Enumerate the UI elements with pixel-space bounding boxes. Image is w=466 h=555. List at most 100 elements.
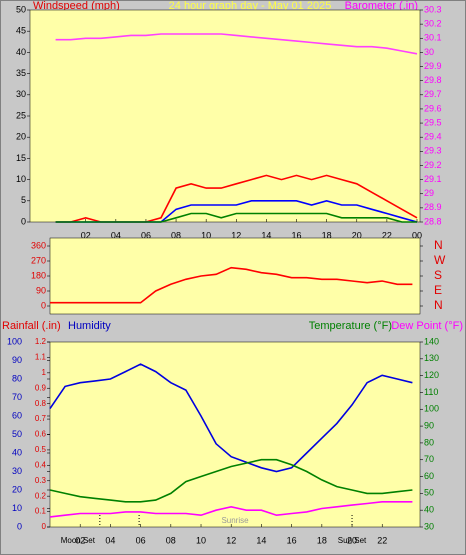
x-tick-label: 14 [261,230,271,240]
tick-label: 30.2 [424,19,442,29]
temperature-label: Temperature (°F) [309,320,392,332]
tick-label: 40 [12,447,22,457]
tick-label: 5 [21,195,26,205]
tick-label: 30 [12,466,22,476]
series-line [49,501,413,518]
tick-label: 30 [424,521,434,531]
tick-label: E [434,283,442,297]
tick-label: 50 [12,429,22,439]
windspeed-label: Windspeed (mph) [33,0,120,12]
tick-label: 180 [31,270,46,280]
tick-label: 10 [12,503,22,513]
tick-label: 130 [424,353,439,363]
x-tick-label: 20 [347,535,357,545]
tick-label: 90 [36,285,46,295]
tick-label: 29.3 [424,146,442,156]
tick-label: 45 [16,26,26,36]
tick-label: 90 [12,355,22,365]
x-tick-label: 22 [377,535,387,545]
tick-label: 1.1 [35,353,47,362]
plot-area [49,341,421,528]
x-tick-label: 16 [292,230,302,240]
tick-label: 140 [424,336,439,346]
tick-label: 50 [16,4,26,14]
tick-label: 60 [12,410,22,420]
tick-label: 0.9 [35,383,47,392]
tick-label: 15 [16,153,26,163]
x-tick-label: 00 [412,230,422,240]
dewpoint-label: Dew Point (°F) [391,320,463,332]
x-tick-label: 06 [136,535,146,545]
tick-label: 1.2 [35,337,47,346]
tick-label: 40 [424,505,434,515]
tick-label: 0.1 [35,507,47,516]
plot-area [49,237,421,315]
x-tick-label: 20 [352,230,362,240]
tick-label: 50 [424,488,434,498]
rainfall-label: Rainfall (.in) [2,320,61,332]
tick-label: 29.1 [424,174,442,184]
tick-label: 90 [424,420,434,430]
tick-label: 70 [12,392,22,402]
tick-label: 29 [424,188,434,198]
tick-label: 10 [16,174,26,184]
tick-label: 0.7 [35,414,47,423]
series-line [50,266,413,304]
x-tick-label: 04 [111,230,121,240]
tick-label: 30 [16,89,26,99]
event-label: Moon Set [61,536,96,545]
tick-label: 100 [7,336,22,346]
tick-label: 70 [424,454,434,464]
tick-label: 0 [17,521,22,531]
tick-label: 29.4 [424,132,442,142]
x-tick-label: 14 [256,535,266,545]
x-tick-label: 04 [105,535,115,545]
x-tick-label: 08 [166,535,176,545]
tick-label: N [434,298,443,312]
tick-label: 29.8 [424,75,442,85]
series-line [55,33,418,55]
tick-label: W [434,253,446,267]
tick-label: 29.5 [424,117,442,127]
tick-label: 29.6 [424,103,442,113]
tick-label: 0.6 [35,430,47,439]
x-tick-label: 18 [317,535,327,545]
tick-label: 30.3 [424,4,442,14]
tick-label: 0 [21,216,26,226]
tick-label: 80 [12,373,22,383]
tick-label: S [434,268,442,282]
event-label: Sun Set [338,536,367,545]
barometer-label: Barometer (.in) [345,0,418,12]
event-label: Sunrise [221,516,249,525]
x-tick-label: 22 [382,230,392,240]
tick-label: 30 [424,47,434,57]
tick-label: 0.2 [35,491,47,500]
tick-label: 25 [16,110,26,120]
tick-label: 120 [424,370,439,380]
tick-label: 20 [16,132,26,142]
series-line [49,363,413,473]
tick-label: 20 [12,484,22,494]
tick-label: 0.8 [35,399,47,408]
series-line [55,212,417,223]
x-tick-label: 10 [201,230,211,240]
tick-label: 30.1 [424,33,442,43]
tick-label: 100 [424,404,439,414]
tick-label: 270 [31,255,46,265]
tick-label: 0 [41,300,46,310]
tick-label: 1 [42,368,47,377]
tick-label: 0.4 [35,460,47,469]
x-tick-label: 12 [231,230,241,240]
tick-label: 80 [424,437,434,447]
x-tick-label: 02 [81,230,91,240]
tick-label: 0.5 [35,445,47,454]
tick-label: N [434,238,443,252]
tick-label: 0.3 [35,476,47,485]
tick-label: 28.9 [424,202,442,212]
tick-label: 360 [31,240,46,250]
series-line [49,458,413,503]
tick-label: 0 [42,522,47,531]
x-tick-label: 02 [75,535,85,545]
tick-label: 29.2 [424,160,442,170]
